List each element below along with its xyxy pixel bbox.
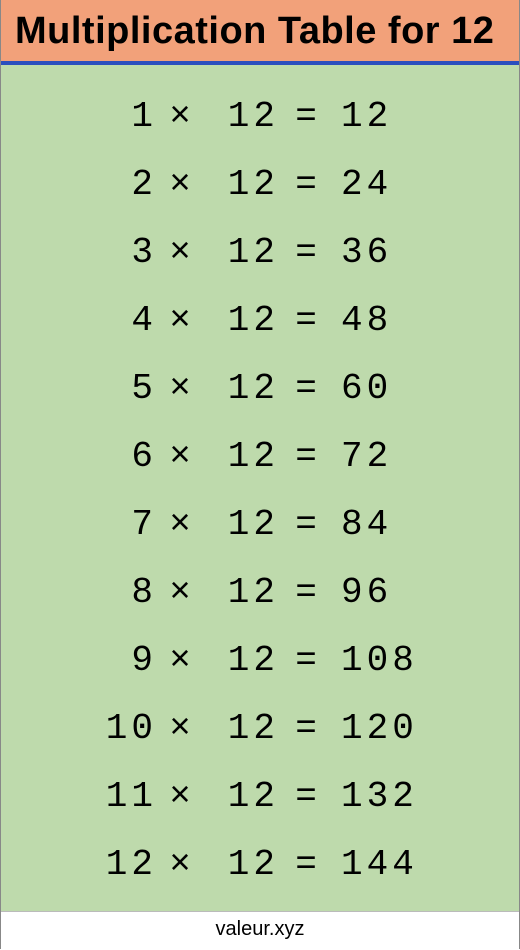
times-symbol: × — [157, 575, 207, 611]
multiplier-a: 10 — [1, 711, 157, 747]
multiplier-a: 11 — [1, 779, 157, 815]
table-row: 7×12=84 — [1, 491, 519, 559]
product: 72 — [337, 439, 519, 475]
times-symbol: × — [157, 643, 207, 679]
multiplier-a: 1 — [1, 99, 157, 135]
multiplier-a: 3 — [1, 235, 157, 271]
multiplier-b: 12 — [207, 847, 279, 883]
equals-symbol: = — [279, 439, 337, 475]
multiplier-b: 12 — [207, 167, 279, 203]
product: 12 — [337, 99, 519, 135]
equals-symbol: = — [279, 371, 337, 407]
times-symbol: × — [157, 439, 207, 475]
times-symbol: × — [157, 235, 207, 271]
table-row: 5×12=60 — [1, 355, 519, 423]
multiplier-b: 12 — [207, 575, 279, 611]
equals-symbol: = — [279, 643, 337, 679]
multiplier-a: 6 — [1, 439, 157, 475]
times-symbol: × — [157, 779, 207, 815]
multiplier-b: 12 — [207, 235, 279, 271]
table-row: 10×12=120 — [1, 695, 519, 763]
multiplier-a: 8 — [1, 575, 157, 611]
table-row: 8×12=96 — [1, 559, 519, 627]
product: 108 — [337, 643, 519, 679]
multiplier-a: 12 — [1, 847, 157, 883]
equals-symbol: = — [279, 99, 337, 135]
multiplier-a: 4 — [1, 303, 157, 339]
multiplier-a: 2 — [1, 167, 157, 203]
multiplier-a: 7 — [1, 507, 157, 543]
table-row: 4×12=48 — [1, 287, 519, 355]
equals-symbol: = — [279, 235, 337, 271]
multiplier-b: 12 — [207, 779, 279, 815]
product: 48 — [337, 303, 519, 339]
times-symbol: × — [157, 167, 207, 203]
multiplier-b: 12 — [207, 303, 279, 339]
page-title: Multiplication Table for 12 — [1, 0, 519, 65]
table-row: 11×12=132 — [1, 763, 519, 831]
equals-symbol: = — [279, 507, 337, 543]
table-row: 6×12=72 — [1, 423, 519, 491]
product: 24 — [337, 167, 519, 203]
multiplier-b: 12 — [207, 439, 279, 475]
times-symbol: × — [157, 99, 207, 135]
times-symbol: × — [157, 711, 207, 747]
product: 132 — [337, 779, 519, 815]
times-symbol: × — [157, 303, 207, 339]
multiplier-b: 12 — [207, 99, 279, 135]
multiplier-a: 9 — [1, 643, 157, 679]
times-symbol: × — [157, 847, 207, 883]
table-row: 9×12=108 — [1, 627, 519, 695]
product: 60 — [337, 371, 519, 407]
multiplier-b: 12 — [207, 507, 279, 543]
times-symbol: × — [157, 371, 207, 407]
attribution-footer: valeur.xyz — [1, 911, 519, 949]
equals-symbol: = — [279, 167, 337, 203]
multiplier-b: 12 — [207, 371, 279, 407]
table-row: 2×12=24 — [1, 151, 519, 219]
multiplier-b: 12 — [207, 643, 279, 679]
multiplier-a: 5 — [1, 371, 157, 407]
equals-symbol: = — [279, 575, 337, 611]
equals-symbol: = — [279, 847, 337, 883]
equals-symbol: = — [279, 711, 337, 747]
table-container: Multiplication Table for 12 1×12=122×12=… — [0, 0, 520, 949]
table-row: 1×12=12 — [1, 83, 519, 151]
product: 144 — [337, 847, 519, 883]
table-row: 3×12=36 — [1, 219, 519, 287]
product: 36 — [337, 235, 519, 271]
times-symbol: × — [157, 507, 207, 543]
multiplier-b: 12 — [207, 711, 279, 747]
equals-symbol: = — [279, 779, 337, 815]
table-row: 12×12=144 — [1, 831, 519, 899]
product: 96 — [337, 575, 519, 611]
multiplication-table: 1×12=122×12=243×12=364×12=485×12=606×12=… — [1, 65, 519, 911]
product: 120 — [337, 711, 519, 747]
equals-symbol: = — [279, 303, 337, 339]
product: 84 — [337, 507, 519, 543]
